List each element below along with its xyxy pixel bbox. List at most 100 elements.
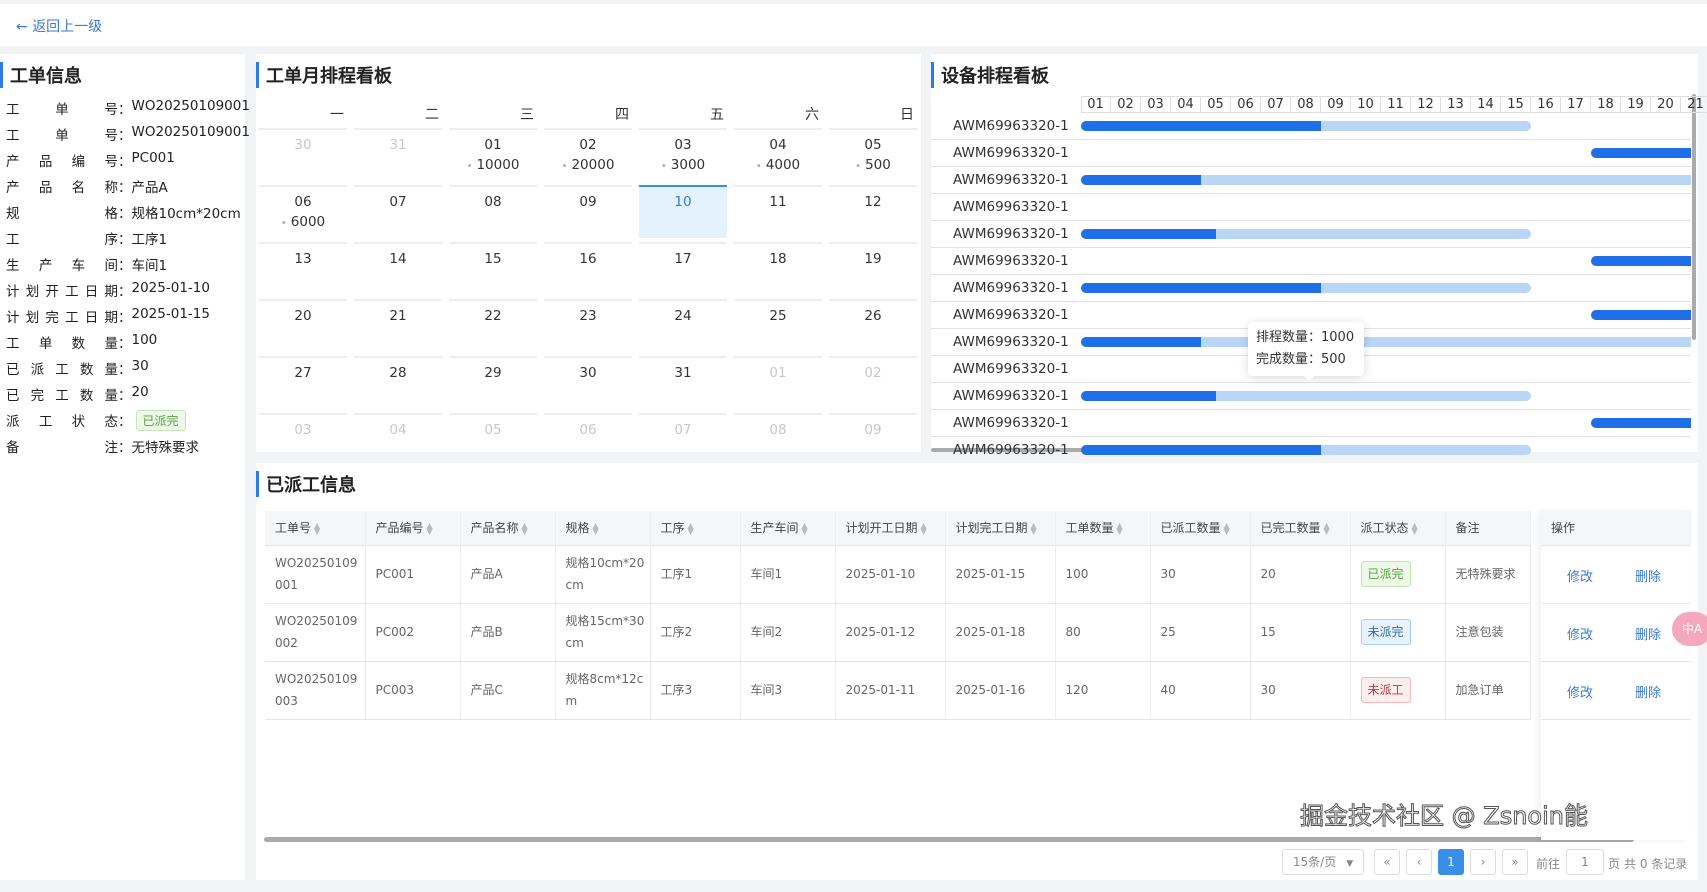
sort-icon[interactable]: ▲ ▼ [521,520,528,536]
edit-button[interactable]: 修改 [1567,628,1594,643]
column-header[interactable]: 工序 ▲ ▼ [650,511,741,546]
sort-icon[interactable]: ▲ ▼ [1030,520,1037,536]
calendar-day[interactable]: 10 [639,185,727,238]
gantt-row[interactable]: AWM69963320-1 [931,194,1691,221]
sort-icon[interactable]: ▲ ▼ [1323,520,1330,536]
gantt-row[interactable]: AWM69963320-1 [931,437,1691,464]
calendar-day[interactable]: 23 [544,299,632,352]
first-page-button[interactable]: « [1374,849,1400,875]
calendar-day[interactable]: 20 [259,299,347,352]
delete-button[interactable]: 删除 [1635,628,1662,643]
calendar-day[interactable]: 28 [354,356,442,409]
schedule-bar[interactable] [1591,310,1691,320]
delete-button[interactable]: 删除 [1635,686,1662,701]
calendar-day[interactable]: 09 [544,185,632,238]
gantt-row[interactable]: AWM69963320-1 [931,356,1691,383]
calendar-day[interactable]: 06 6000 [259,185,347,238]
schedule-bar[interactable] [1081,175,1691,185]
translate-icon[interactable]: 中A [1672,612,1707,646]
schedule-bar[interactable] [1081,391,1531,401]
calendar-day[interactable]: 01 10000 [449,128,537,181]
schedule-bar[interactable] [1081,283,1531,293]
schedule-bar[interactable] [1591,418,1691,428]
calendar-day[interactable]: 19 [829,242,917,295]
vertical-scrollbar[interactable] [1692,94,1696,340]
schedule-bar[interactable] [1081,229,1531,239]
gantt-row[interactable]: AWM69963320-1 [931,410,1691,437]
column-header[interactable]: 工单号 ▲ ▼ [265,511,366,546]
calendar-day[interactable]: 16 [544,242,632,295]
page-number-current[interactable]: 1 [1438,849,1464,875]
calendar-day[interactable]: 30 [259,128,347,181]
column-header[interactable]: 已派工数量 ▲ ▼ [1150,511,1251,546]
column-header[interactable]: 规格 ▲ ▼ [555,511,651,546]
column-header[interactable]: 生产车间 ▲ ▼ [740,511,836,546]
edit-button[interactable]: 修改 [1567,570,1594,585]
last-page-button[interactable]: » [1502,849,1528,875]
sort-icon[interactable]: ▲ ▼ [687,520,694,536]
gantt-row[interactable]: AWM69963320-1 [931,221,1691,248]
column-header[interactable]: 工单数量 ▲ ▼ [1055,511,1151,546]
calendar-day[interactable]: 15 [449,242,537,295]
calendar-day[interactable]: 09 [829,413,917,466]
calendar-day[interactable]: 04 4000 [734,128,822,181]
calendar-day[interactable]: 17 [639,242,727,295]
sort-icon[interactable]: ▲ ▼ [426,520,433,536]
calendar-day[interactable]: 13 [259,242,347,295]
sort-icon[interactable]: ▲ ▼ [314,520,321,536]
calendar-day[interactable]: 05 [449,413,537,466]
calendar-day[interactable]: 05500 [829,128,917,181]
calendar-day[interactable]: 29 [449,356,537,409]
schedule-bar[interactable] [1591,256,1691,266]
calendar-day[interactable]: 18 [734,242,822,295]
calendar-day[interactable]: 04 [354,413,442,466]
delete-button[interactable]: 删除 [1635,570,1662,585]
gantt-row[interactable]: AWM69963320-1 [931,248,1691,275]
column-header[interactable]: 产品名称 ▲ ▼ [460,511,556,546]
column-header[interactable]: 计划开工日期 ▲ ▼ [835,511,946,546]
calendar-day[interactable]: 26 [829,299,917,352]
sort-icon[interactable]: ▲ ▼ [1411,520,1418,536]
schedule-bar[interactable] [1081,121,1531,131]
calendar-day[interactable]: 08 [734,413,822,466]
column-header[interactable]: 计划完工日期 ▲ ▼ [945,511,1056,546]
calendar-day[interactable]: 08 [449,185,537,238]
calendar-day[interactable]: 02 20000 [544,128,632,181]
calendar-day[interactable]: 22 [449,299,537,352]
gantt-row[interactable]: AWM69963320-1 [931,167,1691,194]
calendar-day[interactable]: 31 [354,128,442,181]
column-header[interactable]: 已完工数量 ▲ ▼ [1250,511,1351,546]
calendar-day[interactable]: 03 3000 [639,128,727,181]
calendar-day[interactable]: 31 [639,356,727,409]
calendar-day[interactable]: 12 [829,185,917,238]
calendar-day[interactable]: 01 [734,356,822,409]
edit-button[interactable]: 修改 [1567,686,1594,701]
gantt-row[interactable]: AWM69963320-1 [931,113,1691,140]
schedule-bar[interactable] [1081,445,1531,455]
calendar-day[interactable]: 03 [259,413,347,466]
calendar-day[interactable]: 30 [544,356,632,409]
column-header[interactable]: 产品编号 ▲ ▼ [365,511,461,546]
back-link[interactable]: ← 返回上一级 [16,19,103,35]
calendar-day[interactable]: 21 [354,299,442,352]
gantt-row[interactable]: AWM69963320-1 [931,275,1691,302]
column-header[interactable]: 派工状态 ▲ ▼ [1350,511,1446,546]
column-header[interactable]: 备注 [1445,511,1531,546]
page-size-select[interactable]: 15条/页 ▼ [1282,849,1364,875]
sort-icon[interactable]: ▲ ▼ [801,520,808,536]
calendar-day[interactable]: 25 [734,299,822,352]
calendar-day[interactable]: 07 [354,185,442,238]
prev-page-button[interactable]: ‹ [1406,849,1432,875]
calendar-day[interactable]: 24 [639,299,727,352]
sort-icon[interactable]: ▲ ▼ [920,520,927,536]
goto-input[interactable]: 1 [1566,849,1604,875]
sort-icon[interactable]: ▲ ▼ [1116,520,1123,536]
sort-icon[interactable]: ▲ ▼ [1223,520,1230,536]
schedule-bar[interactable] [1081,337,1691,347]
calendar-day[interactable]: 11 [734,185,822,238]
sort-icon[interactable]: ▲ ▼ [592,520,599,536]
calendar-day[interactable]: 02 [829,356,917,409]
calendar-day[interactable]: 07 [639,413,727,466]
gantt-row[interactable]: AWM69963320-1 [931,140,1691,167]
table-horizontal-scrollbar[interactable] [264,837,1634,842]
